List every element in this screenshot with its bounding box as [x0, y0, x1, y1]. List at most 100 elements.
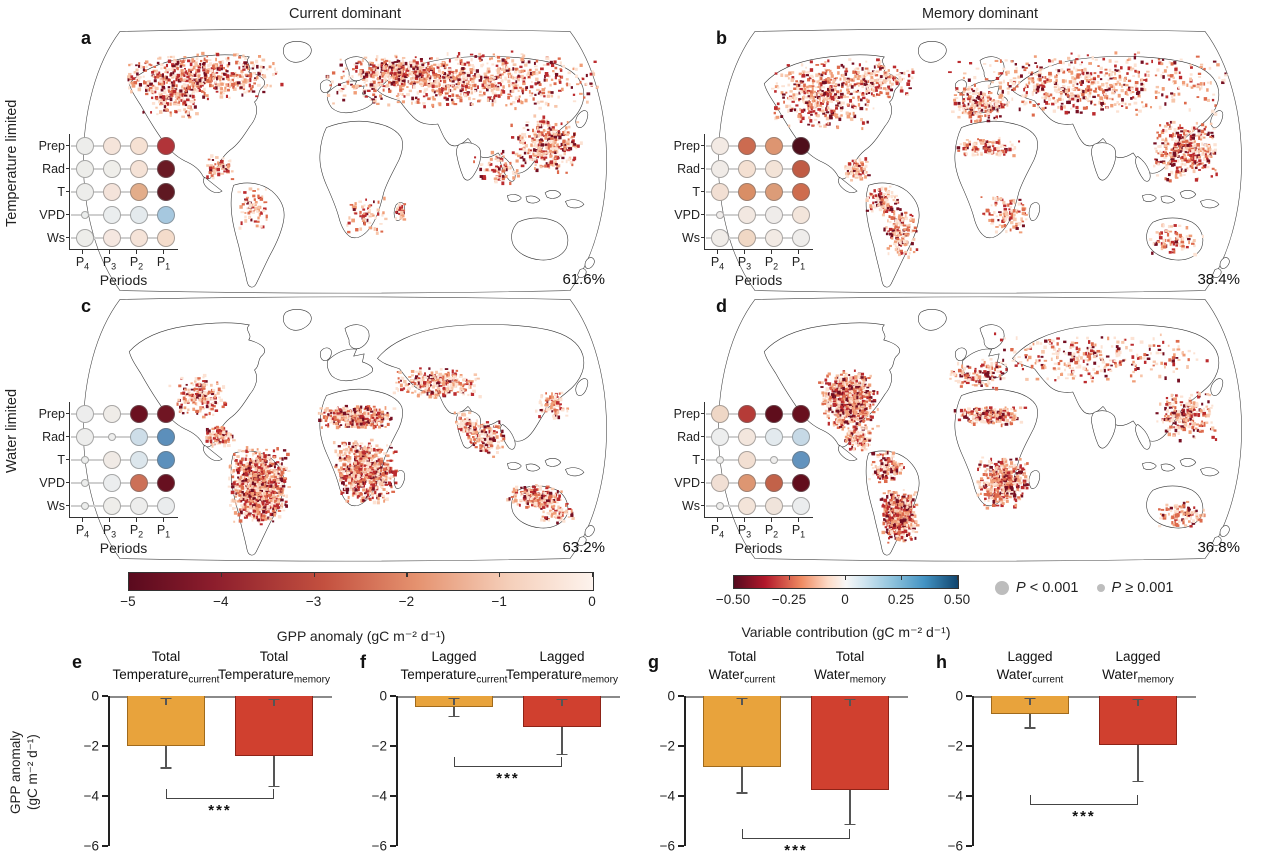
inset-dot: [102, 159, 121, 178]
inset-cell: [760, 134, 787, 157]
inset-row-tick: [701, 237, 705, 239]
inset-dot: [737, 450, 756, 469]
gpp-anomaly-colorbar-title: GPP anomaly (gC m⁻² d⁻¹): [276, 628, 446, 644]
small-dot-icon: [1096, 584, 1105, 592]
bar-chart-e: e 0 −2 −4 −6 *** Total Temperaturecurrent Total T…: [64, 646, 352, 858]
inset-dot: [791, 450, 810, 469]
inset-dot: [737, 404, 756, 423]
inset-cell: [152, 203, 179, 226]
panel-letter-e: e: [72, 652, 83, 672]
inset-dot: [791, 404, 810, 423]
variable-contribution-colorbar-gradient: [733, 575, 959, 589]
inset-cell: [706, 402, 733, 425]
inset-cell: [733, 180, 760, 203]
bar-label-current: Lagged Temperaturecurrent: [400, 649, 508, 686]
inset-x-tick: [771, 518, 773, 522]
map-panel-c: c Prep Rad T VPD Ws P4 P3 P2 P1 Periods 63.2%: [39, 296, 635, 562]
y-axis-tick-label: 0: [379, 688, 387, 704]
error-whisker-upper: [1137, 698, 1139, 706]
inset-cell: [787, 226, 814, 249]
inset-cell: [125, 134, 152, 157]
large-dot-icon: [995, 581, 1009, 595]
error-whisker-upper-cap: [556, 698, 568, 700]
bar-memory: [811, 696, 889, 790]
variable-contribution-inset-d: Prep Rad T VPD Ws P4 P3 P2 P1 Periods: [674, 402, 814, 556]
inset-cell: [98, 157, 125, 180]
inset-dot: [764, 159, 783, 178]
y-axis-tick: [390, 695, 396, 697]
inset-cell: [152, 402, 179, 425]
inset-row-prep: Prep: [39, 134, 179, 157]
inset-dot: [764, 205, 783, 224]
error-whisker-cap: [1024, 727, 1036, 729]
inset-x-tick: [82, 518, 84, 522]
colorbar-tick-label: 0.25: [887, 592, 915, 607]
inset-row-ws: Ws: [47, 226, 179, 249]
inset-row-label: Rad: [42, 161, 65, 176]
inset-dot: [156, 182, 175, 201]
colorbar-tick-label: −2: [398, 594, 415, 609]
inset-period-label: P4: [75, 255, 90, 272]
error-whisker: [453, 707, 455, 716]
inset-dot: [710, 473, 729, 492]
inset-row-tick: [701, 145, 705, 147]
y-axis-tick-label: −6: [83, 838, 99, 854]
inset-dot: [75, 159, 94, 178]
inset-row-label: Ws: [681, 230, 700, 245]
colorbar-tick-label: −5: [120, 594, 136, 609]
inset-x-axis: [69, 249, 178, 254]
inset-dot: [102, 404, 121, 423]
inset-row-ws: Ws: [682, 226, 814, 249]
inset-cell: [125, 425, 152, 448]
inset-cell: [125, 402, 152, 425]
gpp-anomaly-speckles: [770, 51, 1228, 260]
bar-label-current: Total Watercurrent: [708, 649, 776, 686]
p-legend-label: P ≥ 0.001: [1111, 580, 1174, 596]
inset-row-tick: [66, 145, 70, 147]
inset-dot: [102, 228, 121, 247]
significance-bracket: [742, 828, 850, 839]
inset-cell: [71, 425, 98, 448]
inset-cell: [125, 180, 152, 203]
inset-x-tick: [744, 518, 746, 522]
panel-letter-h: h: [936, 652, 947, 672]
inset-row-label: Rad: [42, 429, 65, 444]
inset-dot-matrix: Prep Rad T VPD Ws: [674, 402, 814, 517]
error-whisker-cap: [160, 767, 172, 769]
y-axis: [972, 696, 974, 846]
inset-cell: [760, 471, 787, 494]
inset-dot: [129, 404, 148, 423]
inset-dot-track: [71, 448, 179, 471]
inset-cell: [98, 402, 125, 425]
inset-cell: [706, 425, 733, 448]
y-axis: [108, 696, 110, 846]
world-map-b: [718, 28, 1242, 294]
inset-cell: [98, 471, 125, 494]
inset-row-label: Prep: [38, 406, 65, 421]
inset-period-label: P3: [102, 255, 117, 272]
error-whisker-cap: [736, 792, 748, 794]
inset-row-tick: [66, 413, 70, 415]
inset-dot: [129, 205, 148, 224]
error-whisker-cap: [268, 786, 280, 788]
p-legend-item-significant: P < 0.001: [995, 580, 1079, 596]
inset-x-axis-title: Periods: [734, 539, 783, 556]
variable-contribution-colorbar-ticks: −0.50 −0.25 0 0.25 0.50: [716, 592, 970, 608]
inset-row-t: T: [57, 180, 179, 203]
inset-x-tick: [744, 250, 746, 254]
panel-letter-g: g: [648, 652, 659, 672]
inset-dot: [156, 159, 175, 178]
inset-dot: [715, 455, 724, 464]
y-axis-tick-label: −6: [947, 838, 963, 854]
area-percentage-d: 36.8%: [1197, 539, 1240, 556]
bar-label-memory: Total Temperaturememory: [218, 649, 330, 686]
error-whisker-upper-cap: [736, 697, 748, 699]
y-axis-tick: [966, 695, 972, 697]
inset-cell: [733, 226, 760, 249]
inset-cell: [98, 448, 125, 471]
bar-chart-g: g 0 −2 −4 −6 *** Total Watercurrent Total Waterme…: [640, 646, 928, 859]
gpp-anomaly-colorbar-ticks: −5 −4 −3 −2 −1 0: [120, 594, 595, 610]
colorbar-tick-label: −4: [213, 594, 229, 609]
inset-x-tick-labels: P4 P3 P2 P1: [704, 522, 813, 540]
inset-x-tick: [717, 518, 719, 522]
